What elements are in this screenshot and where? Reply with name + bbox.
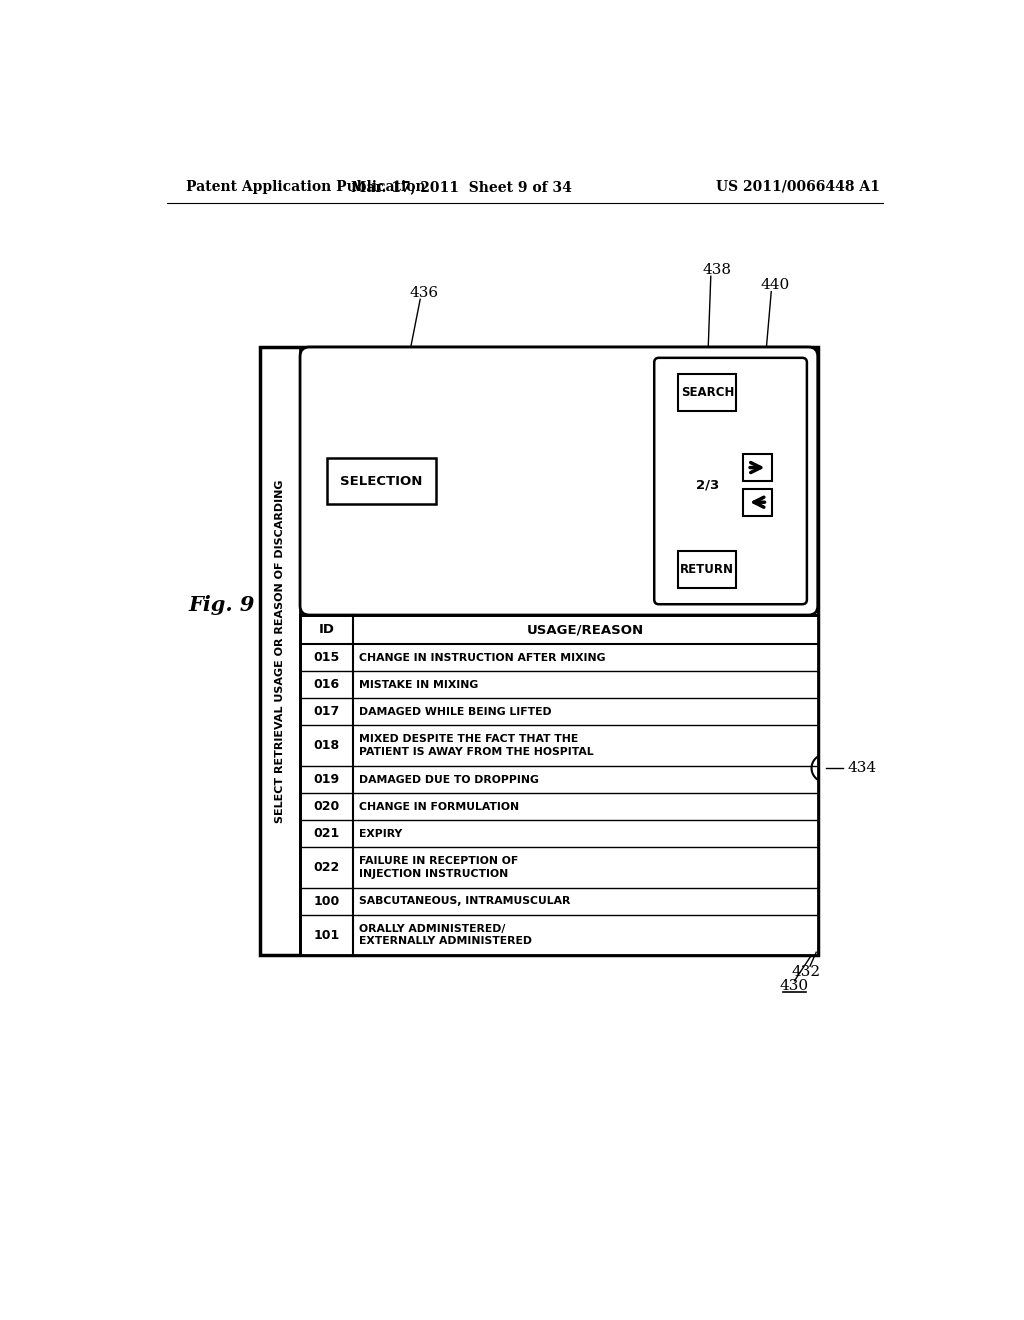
Text: 019: 019 (313, 774, 340, 785)
Text: 018: 018 (313, 739, 340, 752)
Text: FAILURE IN RECEPTION OF
INJECTION INSTRUCTION: FAILURE IN RECEPTION OF INJECTION INSTRU… (359, 857, 518, 879)
Text: 101: 101 (313, 928, 340, 941)
Text: 434: 434 (847, 762, 877, 775)
Text: 438: 438 (702, 263, 731, 277)
Text: SELECT RETRIEVAL USAGE OR REASON OF DISCARDING: SELECT RETRIEVAL USAGE OR REASON OF DISC… (274, 479, 285, 822)
Text: 017: 017 (313, 705, 340, 718)
Bar (300, 615, 818, 956)
FancyBboxPatch shape (300, 347, 818, 615)
Text: RETURN: RETURN (680, 564, 734, 576)
Text: Fig. 9: Fig. 9 (188, 595, 255, 615)
Text: CHANGE IN FORMULATION: CHANGE IN FORMULATION (359, 801, 519, 812)
Text: 021: 021 (313, 828, 340, 840)
Text: SEARCH: SEARCH (681, 385, 734, 399)
Text: EXPIRY: EXPIRY (359, 829, 402, 838)
Bar (328, 458, 435, 504)
Text: 100: 100 (313, 895, 340, 908)
Text: ID: ID (318, 623, 335, 636)
Text: 016: 016 (313, 678, 340, 692)
Bar (678, 552, 736, 589)
Text: 440: 440 (761, 279, 790, 293)
Text: ORALLY ADMINISTERED/
EXTERNALLY ADMINISTERED: ORALLY ADMINISTERED/ EXTERNALLY ADMINIST… (359, 924, 531, 946)
Text: CHANGE IN INSTRUCTION AFTER MIXING: CHANGE IN INSTRUCTION AFTER MIXING (359, 653, 605, 663)
Bar (742, 488, 772, 516)
Text: MIXED DESPITE THE FACT THAT THE
PATIENT IS AWAY FROM THE HOSPITAL: MIXED DESPITE THE FACT THAT THE PATIENT … (359, 734, 594, 758)
Bar (742, 454, 772, 480)
Text: 2/3: 2/3 (695, 478, 719, 491)
Text: 015: 015 (313, 651, 340, 664)
Text: SELECTION: SELECTION (340, 474, 423, 487)
Text: DAMAGED WHILE BEING LIFTED: DAMAGED WHILE BEING LIFTED (359, 708, 552, 717)
FancyBboxPatch shape (654, 358, 807, 605)
Text: DAMAGED DUE TO DROPPING: DAMAGED DUE TO DROPPING (359, 775, 539, 784)
Text: 430: 430 (780, 979, 809, 993)
Text: 022: 022 (313, 861, 340, 874)
Text: SABCUTANEOUS, INTRAMUSCULAR: SABCUTANEOUS, INTRAMUSCULAR (359, 896, 570, 907)
Bar (678, 374, 736, 411)
Bar (260, 347, 818, 956)
Text: USAGE/REASON: USAGE/REASON (526, 623, 644, 636)
Text: Mar. 17, 2011  Sheet 9 of 34: Mar. 17, 2011 Sheet 9 of 34 (351, 180, 571, 194)
Text: 436: 436 (410, 286, 438, 300)
Text: Patent Application Publication: Patent Application Publication (186, 180, 426, 194)
Text: MISTAKE IN MIXING: MISTAKE IN MIXING (359, 680, 478, 690)
Text: 432: 432 (792, 965, 820, 979)
Text: US 2011/0066448 A1: US 2011/0066448 A1 (717, 180, 881, 194)
Text: 020: 020 (313, 800, 340, 813)
